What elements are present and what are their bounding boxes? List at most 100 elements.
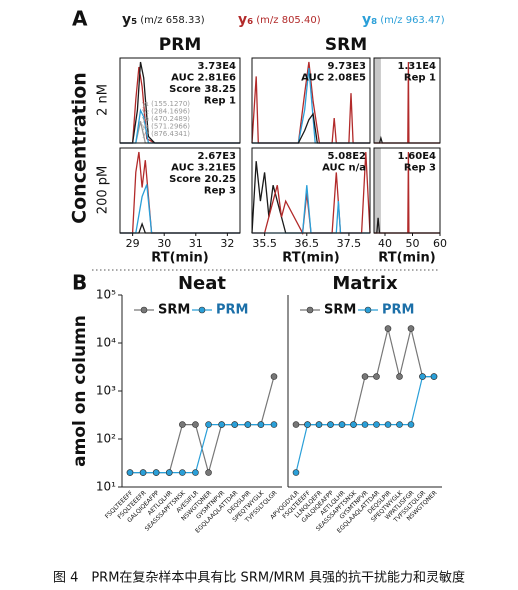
x-tick-label: 29: [126, 237, 140, 250]
point: [218, 421, 225, 428]
legend-label: SRM: [324, 303, 356, 318]
point: [361, 421, 369, 428]
point: [165, 469, 173, 476]
x-tick-label: 50: [406, 237, 420, 250]
ion-legend: y₆ (m/z 805.40): [238, 12, 321, 28]
chart-title: Matrix: [332, 273, 398, 294]
point: [373, 373, 380, 380]
annotation: AUC 2.08E5: [301, 73, 366, 84]
annotation: Rep 3: [404, 163, 436, 174]
trace: [374, 135, 440, 144]
point: [205, 469, 212, 476]
point: [139, 469, 147, 476]
ion-list-item: y₄ (571.2966): [142, 123, 190, 131]
point: [384, 421, 392, 428]
ion-name: y₅: [122, 12, 137, 28]
point: [419, 373, 426, 380]
annotation: 2.67E3: [198, 151, 237, 162]
y-tick-label: 10⁵: [96, 288, 116, 302]
panel-label: B: [72, 271, 87, 295]
annotation: AUC 2.81E6: [171, 73, 236, 84]
series-line: [130, 424, 274, 474]
plot-frame: [251, 147, 371, 234]
ion-name: y₆: [238, 12, 253, 28]
point: [292, 469, 300, 476]
point: [327, 421, 334, 428]
point: [304, 421, 311, 428]
point: [361, 373, 369, 380]
column-title: SRM: [325, 35, 367, 55]
caption: 图 4 PRM在复杂样本中具有比 SRM/MRM 具强的抗干扰能力和灵敏度: [53, 570, 465, 586]
point: [373, 421, 380, 428]
highlight-band: [374, 148, 381, 233]
panel-label: A: [72, 7, 88, 31]
point: [350, 421, 357, 428]
x-axis-label: RT(min): [378, 251, 435, 266]
x-tick-label: 31: [189, 237, 203, 250]
point: [315, 421, 323, 428]
point: [231, 421, 239, 428]
x-tick-label: 37.5: [337, 237, 362, 250]
highlight-band: [374, 58, 381, 143]
column-title: PRM: [159, 35, 201, 55]
annotation: 1.31E4: [398, 61, 437, 72]
legend-label: SRM: [158, 303, 190, 318]
y-axis-label: amol on column: [70, 315, 90, 467]
annotation: Rep 1: [404, 73, 436, 84]
point: [257, 421, 265, 428]
point: [407, 421, 415, 428]
ion-mz: (m/z 805.40): [256, 15, 320, 26]
x-axis-label: RT(min): [282, 251, 339, 266]
annotation: AUC n/a: [322, 163, 366, 174]
annotation: Rep 3: [204, 186, 236, 197]
ion-list-item: y₇ (876.4341): [142, 130, 190, 138]
plot-frame: [251, 57, 371, 144]
plot-frame: [119, 57, 241, 144]
ion-list-item: y₃ (470.2489): [142, 115, 190, 123]
point: [384, 325, 392, 332]
annotation: Score 20.25: [169, 174, 236, 185]
row-label: 200 pM: [96, 166, 111, 214]
point: [270, 421, 278, 428]
x-tick-label: 30: [157, 237, 171, 250]
legend-label: PRM: [216, 303, 248, 318]
point: [407, 325, 415, 332]
x-tick-label: 32: [220, 237, 234, 250]
ion-mz: (m/z 963.47): [380, 15, 444, 26]
y-axis-label: Concentration: [69, 72, 91, 224]
y-tick-label: 10⁴: [96, 336, 116, 350]
point: [192, 421, 199, 428]
legend-marker: [198, 306, 206, 314]
annotation: Score 38.25: [169, 84, 236, 95]
y-tick-label: 10³: [96, 384, 116, 398]
x-tick-label: 40: [378, 237, 392, 250]
point: [244, 421, 252, 428]
x-tick-label: 35.5: [252, 237, 277, 250]
trace: [120, 61, 240, 144]
legend-marker: [306, 306, 314, 314]
plot-frame: [119, 147, 241, 234]
point: [292, 421, 300, 428]
plot-frame: [373, 57, 441, 144]
point: [396, 373, 403, 380]
x-tick-label: 60: [433, 237, 447, 250]
point: [430, 373, 438, 380]
annotation: 5.08E2: [328, 151, 367, 162]
point: [338, 421, 346, 428]
annotation: 9.73E3: [328, 61, 367, 72]
point: [396, 421, 403, 428]
legend-marker: [364, 306, 372, 314]
ion-list-item: y₂ (284.1696): [142, 108, 190, 116]
ion-legend: y₅ (m/z 658.33): [122, 12, 205, 28]
point: [192, 469, 199, 476]
trace: [374, 217, 440, 234]
point: [179, 421, 186, 428]
ion-name: y₈: [362, 12, 377, 28]
point: [179, 469, 186, 476]
ion-mz: (m/z 658.33): [140, 15, 204, 26]
annotation: 3.73E4: [198, 61, 237, 72]
x-tick-label: 36.5: [295, 237, 320, 250]
legend-label: PRM: [382, 303, 414, 318]
row-label: 2 nM: [96, 84, 111, 116]
